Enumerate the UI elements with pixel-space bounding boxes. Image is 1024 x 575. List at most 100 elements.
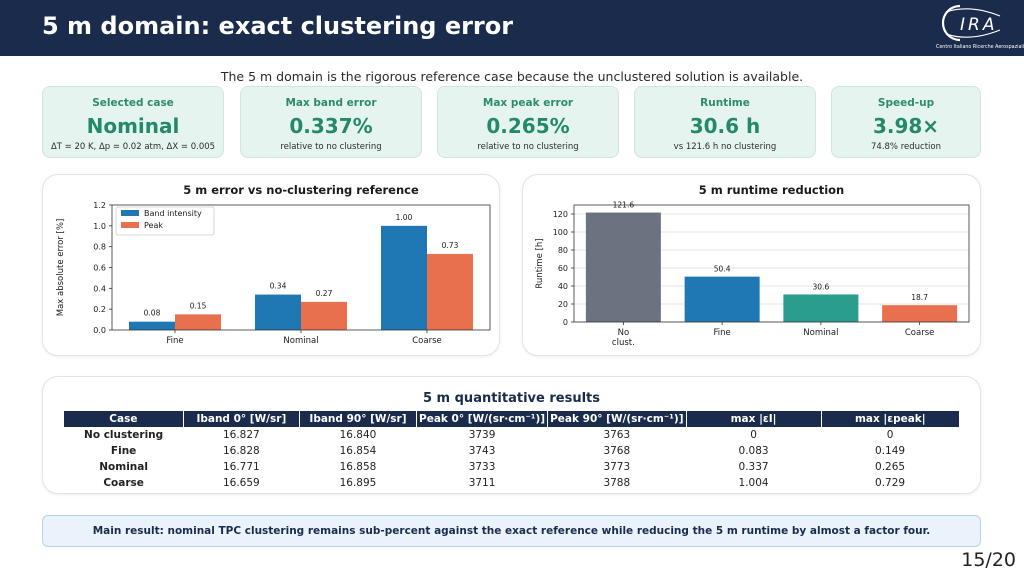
- legend-label: Peak: [144, 221, 163, 230]
- bar-band-intensity: [381, 225, 427, 330]
- table-cell: 0.265: [875, 461, 906, 473]
- kpi-card-max-band-error: Max band error 0.337% relative to no clu…: [240, 86, 422, 158]
- column-header: max |εI|: [686, 411, 822, 427]
- kpi-subtext: 74.8% reduction: [871, 142, 941, 152]
- table-cell: 3788: [603, 477, 631, 489]
- y-tick-label: 20: [558, 300, 568, 309]
- table-row: No clustering 16.827 16.840 3739 3763 0 …: [64, 427, 959, 443]
- table-cell: 16.771: [222, 461, 260, 473]
- kpi-label: Selected case: [92, 97, 174, 109]
- y-tick-label: 0.0: [93, 326, 106, 335]
- main-result-banner: Main result: nominal TPC clustering rema…: [42, 515, 981, 547]
- y-tick-label: 0.8: [93, 243, 106, 252]
- title-bar: 5 m domain: exact clustering error IRA C…: [0, 0, 1024, 56]
- legend-label: Band intensity: [144, 209, 202, 218]
- kpi-value: Nominal: [86, 114, 180, 138]
- table-cell: Nominal: [99, 461, 148, 473]
- error-chart: 5 m error vs no-clustering reference Max …: [56, 183, 491, 346]
- kpi-subtext: relative to no clustering: [477, 142, 579, 152]
- bar-runtime: [783, 294, 859, 322]
- y-tick-label: 60: [558, 264, 568, 273]
- x-tick-label: Nominal: [803, 328, 838, 338]
- kpi-subtext: relative to no clustering: [280, 142, 382, 152]
- runtime-chart: 5 m runtime reduction Runtime [h] 0 20 40 60 8…: [535, 183, 970, 348]
- table-cell: 16.827: [222, 429, 260, 441]
- cira-logo: IRA Centro Italiano Ricerche Aerospazial…: [934, 0, 1024, 56]
- y-tick-label: 100: [553, 228, 568, 237]
- data-label: 0.27: [316, 289, 333, 298]
- table-cell: 16.828: [222, 445, 260, 457]
- data-label: 18.7: [911, 293, 928, 302]
- table-cell: Coarse: [103, 477, 144, 489]
- table-cell: Fine: [110, 445, 137, 457]
- table-row: Coarse 16.659 16.895 3711 3788 1.004 0.7…: [64, 475, 959, 491]
- chart-title: 5 m error vs no-clustering reference: [183, 183, 419, 197]
- kpi-value: 0.265%: [486, 114, 570, 138]
- table-row: Fine 16.828 16.854 3743 3768 0.083 0.149: [64, 443, 959, 459]
- table-cell: 0.729: [875, 477, 906, 489]
- table-cell: 1.004: [738, 477, 769, 489]
- bar-runtime: [882, 305, 958, 322]
- kpi-label: Speed-up: [877, 97, 935, 109]
- page-number: 15/20: [961, 549, 1016, 571]
- results-table: Case Iband 0° [W/sr] Iband 90° [W/sr] Pe…: [64, 411, 959, 491]
- kpi-value: 30.6 h: [689, 114, 761, 138]
- bar-band-intensity: [255, 294, 301, 330]
- slide-subtitle: The 5 m domain is the rigorous reference…: [220, 69, 804, 84]
- kpi-card-runtime: Runtime 30.6 h vs 121.6 h no clustering: [634, 86, 816, 158]
- data-label: 50.4: [714, 265, 731, 274]
- column-header: Case: [64, 411, 184, 427]
- data-label: 1.00: [396, 213, 413, 222]
- legend-swatch: [121, 222, 139, 228]
- data-label: 0.15: [190, 301, 207, 310]
- kpi-subtext: ΔT = 20 K, Δp = 0.02 atm, ΔX = 0.005: [50, 142, 216, 152]
- y-tick-label: 120: [553, 210, 568, 219]
- y-tick-label: 80: [558, 246, 568, 255]
- runtime-chart-panel: 5 m runtime reduction Runtime [h] 0 20 40 60 8…: [522, 174, 981, 356]
- legend-box: [115, 206, 215, 236]
- chart-title: 5 m runtime reduction: [699, 183, 845, 197]
- column-header: max |εpeak|: [821, 411, 959, 427]
- x-tick-label: Fine: [166, 336, 183, 346]
- table-cell: 0: [886, 429, 894, 441]
- table-cell: 0.337: [738, 461, 769, 473]
- table-cell: 16.840: [339, 429, 377, 441]
- y-axis-label: Runtime [h]: [535, 238, 545, 288]
- bar-runtime: [585, 212, 661, 322]
- column-header: Peak 90° [W/(sr·cm⁻¹)]: [547, 411, 687, 427]
- y-tick-label: 0.2: [93, 305, 106, 314]
- bar-band-intensity: [129, 321, 175, 330]
- table-row: Nominal 16.771 16.858 3733 3773 0.337 0.…: [64, 459, 959, 475]
- results-title: 5 m quantitative results: [422, 391, 600, 406]
- x-tick-label: No clust.: [612, 328, 635, 348]
- data-label: 0.73: [442, 241, 459, 250]
- table-cell: 16.659: [222, 477, 260, 489]
- cira-logo-mark: IRA: [941, 4, 1001, 42]
- kpi-card-speed-up: Speed-up 3.98× 74.8% reduction: [831, 86, 981, 158]
- y-tick-label: 1.2: [93, 201, 106, 210]
- results-panel: 5 m quantitative results Case Iband 0° […: [42, 376, 981, 494]
- data-label: 30.6: [813, 282, 830, 291]
- y-tick-label: 40: [558, 282, 568, 291]
- table-cell: 16.858: [339, 461, 377, 473]
- plot-frame: [573, 204, 970, 323]
- bar-peak: [301, 301, 347, 330]
- y-tick-label: 1.0: [93, 222, 106, 231]
- table-cell: 0: [750, 429, 757, 441]
- kpi-card-selected-case: Selected case Nominal ΔT = 20 K, Δp = 0.…: [42, 86, 224, 158]
- error-chart-panel: 5 m error vs no-clustering reference Max …: [42, 174, 500, 356]
- bar-peak: [427, 253, 473, 330]
- kpi-value: 0.337%: [289, 114, 373, 138]
- x-tick-label: Coarse: [412, 336, 442, 346]
- bar-runtime: [684, 276, 760, 322]
- table-cell: 3739: [468, 429, 496, 441]
- kpi-label: Max peak error: [482, 97, 574, 109]
- y-axis-label: Max absolute error [%]: [56, 219, 66, 317]
- y-tick-label: 0: [563, 318, 568, 327]
- table-header-row: Case Iband 0° [W/sr] Iband 90° [W/sr] Pe…: [64, 411, 959, 427]
- column-header: Iband 0° [W/sr]: [183, 411, 300, 427]
- column-header: Peak 0° [W/(sr·cm⁻¹)]: [416, 411, 549, 427]
- table-cell: 0.149: [875, 445, 906, 457]
- table-cell: 3743: [468, 445, 496, 457]
- y-tick-label: 0.4: [93, 284, 106, 293]
